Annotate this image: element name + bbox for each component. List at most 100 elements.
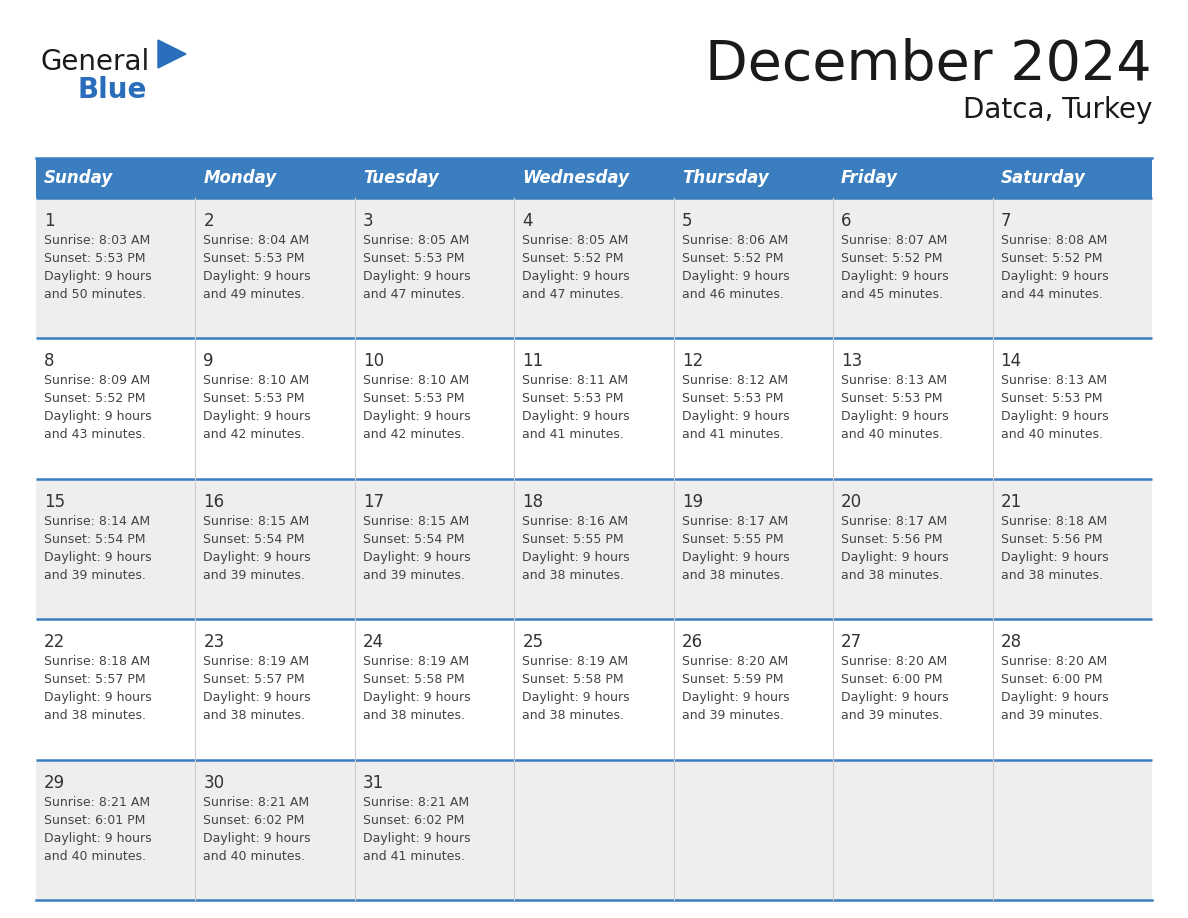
Text: and 39 minutes.: and 39 minutes. xyxy=(44,569,146,582)
Text: Sunset: 5:58 PM: Sunset: 5:58 PM xyxy=(523,673,624,686)
Text: Sunrise: 8:08 AM: Sunrise: 8:08 AM xyxy=(1000,234,1107,247)
Text: Daylight: 9 hours: Daylight: 9 hours xyxy=(44,410,152,423)
Text: Daylight: 9 hours: Daylight: 9 hours xyxy=(682,691,789,704)
Text: Sunrise: 8:15 AM: Sunrise: 8:15 AM xyxy=(362,515,469,528)
Bar xyxy=(36,479,1152,620)
Text: Daylight: 9 hours: Daylight: 9 hours xyxy=(44,551,152,564)
Text: Thursday: Thursday xyxy=(682,169,769,187)
Text: 18: 18 xyxy=(523,493,543,510)
Text: and 38 minutes.: and 38 minutes. xyxy=(523,710,624,722)
Text: Sunrise: 8:20 AM: Sunrise: 8:20 AM xyxy=(841,655,947,668)
Text: 3: 3 xyxy=(362,212,373,230)
Text: Saturday: Saturday xyxy=(1000,169,1086,187)
Text: Sunday: Sunday xyxy=(44,169,113,187)
Text: 23: 23 xyxy=(203,633,225,651)
Bar xyxy=(355,158,514,198)
Text: Daylight: 9 hours: Daylight: 9 hours xyxy=(841,410,949,423)
Text: Daylight: 9 hours: Daylight: 9 hours xyxy=(523,410,630,423)
Text: and 50 minutes.: and 50 minutes. xyxy=(44,288,146,301)
Text: and 38 minutes.: and 38 minutes. xyxy=(1000,569,1102,582)
Text: and 38 minutes.: and 38 minutes. xyxy=(523,569,624,582)
Text: Sunset: 5:52 PM: Sunset: 5:52 PM xyxy=(682,252,783,265)
Text: Sunset: 5:52 PM: Sunset: 5:52 PM xyxy=(841,252,942,265)
Text: Sunset: 5:59 PM: Sunset: 5:59 PM xyxy=(682,673,783,686)
Text: Sunset: 5:52 PM: Sunset: 5:52 PM xyxy=(44,392,145,406)
Text: Daylight: 9 hours: Daylight: 9 hours xyxy=(203,270,311,283)
Text: and 39 minutes.: and 39 minutes. xyxy=(841,710,943,722)
Text: Daylight: 9 hours: Daylight: 9 hours xyxy=(523,551,630,564)
Text: Sunrise: 8:05 AM: Sunrise: 8:05 AM xyxy=(362,234,469,247)
Text: and 38 minutes.: and 38 minutes. xyxy=(682,569,784,582)
Text: Sunset: 5:53 PM: Sunset: 5:53 PM xyxy=(523,392,624,406)
Text: Sunrise: 8:10 AM: Sunrise: 8:10 AM xyxy=(203,375,310,387)
Text: Datca, Turkey: Datca, Turkey xyxy=(962,96,1152,124)
Text: and 38 minutes.: and 38 minutes. xyxy=(44,710,146,722)
Text: Sunset: 6:01 PM: Sunset: 6:01 PM xyxy=(44,813,145,826)
Text: Daylight: 9 hours: Daylight: 9 hours xyxy=(1000,551,1108,564)
Text: Daylight: 9 hours: Daylight: 9 hours xyxy=(1000,691,1108,704)
Text: and 41 minutes.: and 41 minutes. xyxy=(362,849,465,863)
Text: Sunrise: 8:17 AM: Sunrise: 8:17 AM xyxy=(682,515,788,528)
Text: Sunset: 5:54 PM: Sunset: 5:54 PM xyxy=(44,532,145,546)
Text: 15: 15 xyxy=(44,493,65,510)
Text: Sunset: 5:53 PM: Sunset: 5:53 PM xyxy=(203,252,305,265)
Text: and 40 minutes.: and 40 minutes. xyxy=(203,849,305,863)
Text: Sunrise: 8:17 AM: Sunrise: 8:17 AM xyxy=(841,515,947,528)
Bar xyxy=(833,158,992,198)
Text: Daylight: 9 hours: Daylight: 9 hours xyxy=(203,832,311,845)
Text: Wednesday: Wednesday xyxy=(523,169,630,187)
Text: Daylight: 9 hours: Daylight: 9 hours xyxy=(362,832,470,845)
Text: Sunrise: 8:10 AM: Sunrise: 8:10 AM xyxy=(362,375,469,387)
Text: Sunset: 5:53 PM: Sunset: 5:53 PM xyxy=(1000,392,1102,406)
Text: Friday: Friday xyxy=(841,169,898,187)
Bar xyxy=(514,158,674,198)
Text: Sunset: 6:00 PM: Sunset: 6:00 PM xyxy=(1000,673,1102,686)
Text: Sunset: 5:55 PM: Sunset: 5:55 PM xyxy=(682,532,783,546)
Text: Daylight: 9 hours: Daylight: 9 hours xyxy=(523,270,630,283)
Text: 19: 19 xyxy=(682,493,703,510)
Text: and 45 minutes.: and 45 minutes. xyxy=(841,288,943,301)
Text: 2: 2 xyxy=(203,212,214,230)
Text: Sunrise: 8:18 AM: Sunrise: 8:18 AM xyxy=(44,655,150,668)
Text: and 44 minutes.: and 44 minutes. xyxy=(1000,288,1102,301)
Text: Daylight: 9 hours: Daylight: 9 hours xyxy=(44,832,152,845)
Text: 10: 10 xyxy=(362,353,384,370)
Text: Sunset: 5:53 PM: Sunset: 5:53 PM xyxy=(362,392,465,406)
Text: Sunset: 5:54 PM: Sunset: 5:54 PM xyxy=(203,532,305,546)
Text: 17: 17 xyxy=(362,493,384,510)
Text: Sunrise: 8:20 AM: Sunrise: 8:20 AM xyxy=(682,655,788,668)
Text: Sunset: 6:02 PM: Sunset: 6:02 PM xyxy=(203,813,305,826)
Text: Daylight: 9 hours: Daylight: 9 hours xyxy=(203,551,311,564)
Bar xyxy=(36,198,1152,339)
Text: Sunset: 5:55 PM: Sunset: 5:55 PM xyxy=(523,532,624,546)
Text: Sunrise: 8:13 AM: Sunrise: 8:13 AM xyxy=(1000,375,1107,387)
Text: Daylight: 9 hours: Daylight: 9 hours xyxy=(682,270,789,283)
Text: 13: 13 xyxy=(841,353,862,370)
Text: and 40 minutes.: and 40 minutes. xyxy=(1000,429,1102,442)
Text: and 38 minutes.: and 38 minutes. xyxy=(841,569,943,582)
Text: Sunset: 5:53 PM: Sunset: 5:53 PM xyxy=(682,392,783,406)
Text: Sunrise: 8:03 AM: Sunrise: 8:03 AM xyxy=(44,234,150,247)
Text: Sunset: 5:52 PM: Sunset: 5:52 PM xyxy=(523,252,624,265)
Text: 24: 24 xyxy=(362,633,384,651)
Polygon shape xyxy=(158,40,187,68)
Text: and 40 minutes.: and 40 minutes. xyxy=(841,429,943,442)
Text: and 42 minutes.: and 42 minutes. xyxy=(203,429,305,442)
Text: Daylight: 9 hours: Daylight: 9 hours xyxy=(523,691,630,704)
Text: Daylight: 9 hours: Daylight: 9 hours xyxy=(1000,270,1108,283)
Text: Sunset: 5:57 PM: Sunset: 5:57 PM xyxy=(44,673,146,686)
Text: 16: 16 xyxy=(203,493,225,510)
Bar xyxy=(196,158,355,198)
Text: and 41 minutes.: and 41 minutes. xyxy=(523,429,624,442)
Text: Sunrise: 8:05 AM: Sunrise: 8:05 AM xyxy=(523,234,628,247)
Text: Blue: Blue xyxy=(78,76,147,104)
Text: 12: 12 xyxy=(682,353,703,370)
Text: Daylight: 9 hours: Daylight: 9 hours xyxy=(682,551,789,564)
Bar xyxy=(36,759,1152,900)
Text: and 49 minutes.: and 49 minutes. xyxy=(203,288,305,301)
Text: 29: 29 xyxy=(44,774,65,791)
Text: Sunrise: 8:19 AM: Sunrise: 8:19 AM xyxy=(203,655,310,668)
Text: Sunrise: 8:19 AM: Sunrise: 8:19 AM xyxy=(523,655,628,668)
Text: Sunrise: 8:11 AM: Sunrise: 8:11 AM xyxy=(523,375,628,387)
Text: Daylight: 9 hours: Daylight: 9 hours xyxy=(682,410,789,423)
